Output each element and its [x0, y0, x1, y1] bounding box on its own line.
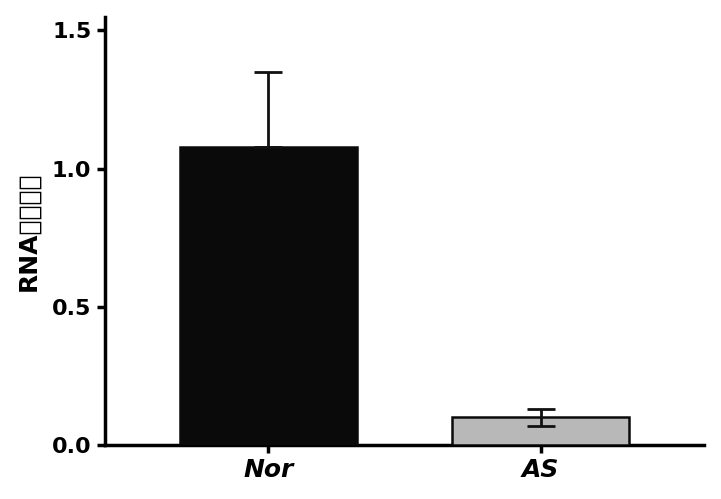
Bar — [452, 418, 629, 445]
Bar — [180, 147, 357, 445]
Y-axis label: RNA表达水平: RNA表达水平 — [17, 171, 40, 290]
